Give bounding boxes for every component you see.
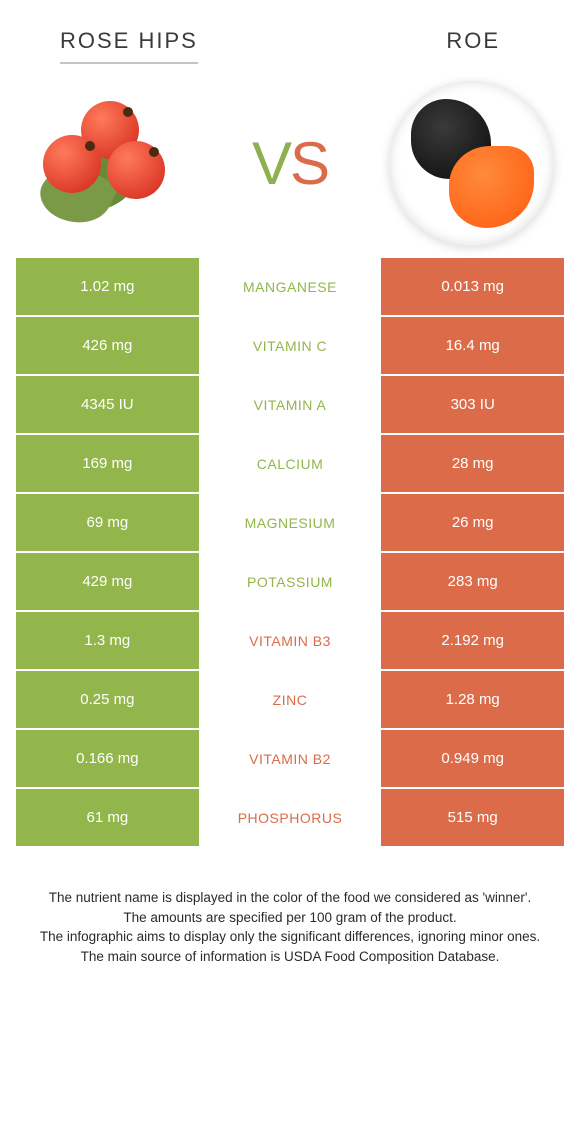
table-row: 0.25 mgZinc1.28 mg [16, 671, 564, 730]
footnote: The nutrient name is displayed in the co… [0, 848, 580, 966]
comparison-table: 1.02 mgManganese0.013 mg426 mgVitamin C1… [0, 258, 580, 848]
nutrient-name: Phosphorus [199, 789, 382, 846]
table-row: 69 mgMagnesium26 mg [16, 494, 564, 553]
footnote-line: The infographic aims to display only the… [36, 927, 544, 947]
right-value: 0.013 mg [381, 258, 564, 315]
nutrient-name: Calcium [199, 435, 382, 492]
left-value: 61 mg [16, 789, 199, 846]
right-value: 28 mg [381, 435, 564, 492]
right-value: 515 mg [381, 789, 564, 846]
title-left: Rose hips [60, 28, 198, 62]
nutrient-name: Vitamin C [199, 317, 382, 374]
image-row: VS [0, 80, 580, 258]
right-value: 2.192 mg [381, 612, 564, 669]
table-row: 169 mgCalcium28 mg [16, 435, 564, 494]
table-row: 426 mgVitamin C16.4 mg [16, 317, 564, 376]
nutrient-name: Manganese [199, 258, 382, 315]
vs-label: VS [252, 129, 328, 198]
left-value: 1.02 mg [16, 258, 199, 315]
vs-v: V [252, 130, 290, 197]
table-row: 429 mgPotassium283 mg [16, 553, 564, 612]
footnote-line: The amounts are specified per 100 gram o… [36, 908, 544, 928]
rosehip-icon [107, 141, 165, 199]
roe-image [386, 88, 556, 238]
nutrient-name: Zinc [199, 671, 382, 728]
header: Rose hips Roe [0, 0, 580, 80]
nutrient-name: Vitamin B2 [199, 730, 382, 787]
right-value: 283 mg [381, 553, 564, 610]
left-value: 0.25 mg [16, 671, 199, 728]
nutrient-name: Potassium [199, 553, 382, 610]
infographic-container: Rose hips Roe VS 1.02 mgManganese0 [0, 0, 580, 966]
left-value: 69 mg [16, 494, 199, 551]
table-row: 1.02 mgManganese0.013 mg [16, 258, 564, 317]
table-row: 4345 IUVitamin A303 IU [16, 376, 564, 435]
title-right: Roe [446, 28, 500, 62]
table-row: 1.3 mgVitamin B32.192 mg [16, 612, 564, 671]
table-row: 0.166 mgVitamin B20.949 mg [16, 730, 564, 789]
rosehip-icon [43, 135, 101, 193]
footnote-line: The nutrient name is displayed in the co… [36, 888, 544, 908]
left-value: 169 mg [16, 435, 199, 492]
nutrient-name: Magnesium [199, 494, 382, 551]
right-value: 1.28 mg [381, 671, 564, 728]
right-value: 16.4 mg [381, 317, 564, 374]
left-value: 426 mg [16, 317, 199, 374]
right-value: 303 IU [381, 376, 564, 433]
right-value: 0.949 mg [381, 730, 564, 787]
rose-hips-image [24, 88, 194, 238]
nutrient-name: Vitamin A [199, 376, 382, 433]
nutrient-name: Vitamin B3 [199, 612, 382, 669]
left-value: 429 mg [16, 553, 199, 610]
table-row: 61 mgPhosphorus515 mg [16, 789, 564, 848]
left-value: 1.3 mg [16, 612, 199, 669]
footnote-line: The main source of information is USDA F… [36, 947, 544, 967]
vs-s: S [290, 130, 328, 197]
left-value: 0.166 mg [16, 730, 199, 787]
right-value: 26 mg [381, 494, 564, 551]
left-value: 4345 IU [16, 376, 199, 433]
orange-roe-icon [449, 146, 534, 228]
